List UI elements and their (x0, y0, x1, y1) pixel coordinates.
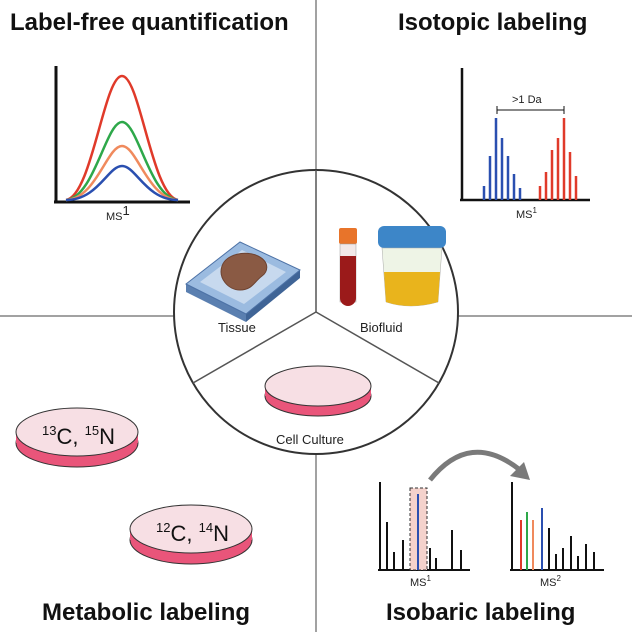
dish-heavy-top (15, 407, 139, 457)
label-free-chart: MS1 (54, 66, 190, 223)
cell-culture-icon (264, 365, 372, 417)
slide-side (186, 284, 246, 322)
lf-axis-label: MS1 (106, 203, 130, 223)
mass-difference-bracket (496, 106, 565, 114)
ms1-label: MS1 (410, 574, 432, 589)
dish-heavy-label: 13C, 15N (42, 423, 115, 449)
cup-lid (378, 226, 446, 248)
peak-green (65, 120, 179, 202)
ms1-peaks (386, 522, 462, 570)
wheel-divider-right (315, 311, 440, 384)
tissue-sample (220, 252, 268, 291)
cc-dish-top (264, 365, 372, 407)
dish-light-label: 12C, 14N (156, 520, 229, 546)
peak-orange (65, 144, 179, 202)
mass-difference-label: >1 Da (512, 94, 543, 106)
red-isotope-peaks (538, 118, 578, 200)
sample-type-wheel: Tissue Biofluid Cell Culture (173, 169, 459, 455)
dish-heavy: 13C, 15N (15, 407, 139, 468)
isotopic-chart: >1 Da MS1 (460, 68, 590, 221)
title-metabolic: Metabolic labeling (42, 599, 250, 626)
title-isotopic: Isotopic labeling (398, 9, 587, 36)
peak-blue (65, 164, 179, 202)
fragmentation-arrow (428, 449, 522, 482)
cell-culture-label: Cell Culture (276, 432, 344, 447)
iso-axis-label: MS1 (516, 206, 538, 221)
dish-light-top (129, 504, 253, 554)
ms2-peaks (548, 528, 595, 570)
title-label-free: Label-free quantification (10, 9, 289, 36)
tissue-label: Tissue (218, 320, 256, 335)
dish-light: 12C, 14N (129, 504, 253, 565)
isobaric-chart: MS1 MS2 (378, 449, 604, 589)
ms2-label: MS2 (540, 574, 562, 589)
tube-cap (339, 228, 357, 244)
cup-liquid (384, 272, 440, 306)
arrow-head (510, 462, 530, 480)
slide-side-right (246, 270, 300, 322)
peak-red (65, 74, 179, 202)
wheel-divider-left (192, 311, 317, 384)
biofluid-label: Biofluid (360, 320, 403, 335)
title-isobaric: Isobaric labeling (386, 599, 575, 626)
blood-tube-icon (339, 228, 357, 306)
blue-isotope-peaks (482, 118, 522, 200)
tissue-icon (185, 241, 301, 322)
tube-blood (340, 256, 356, 306)
urine-cup-icon (378, 226, 446, 307)
